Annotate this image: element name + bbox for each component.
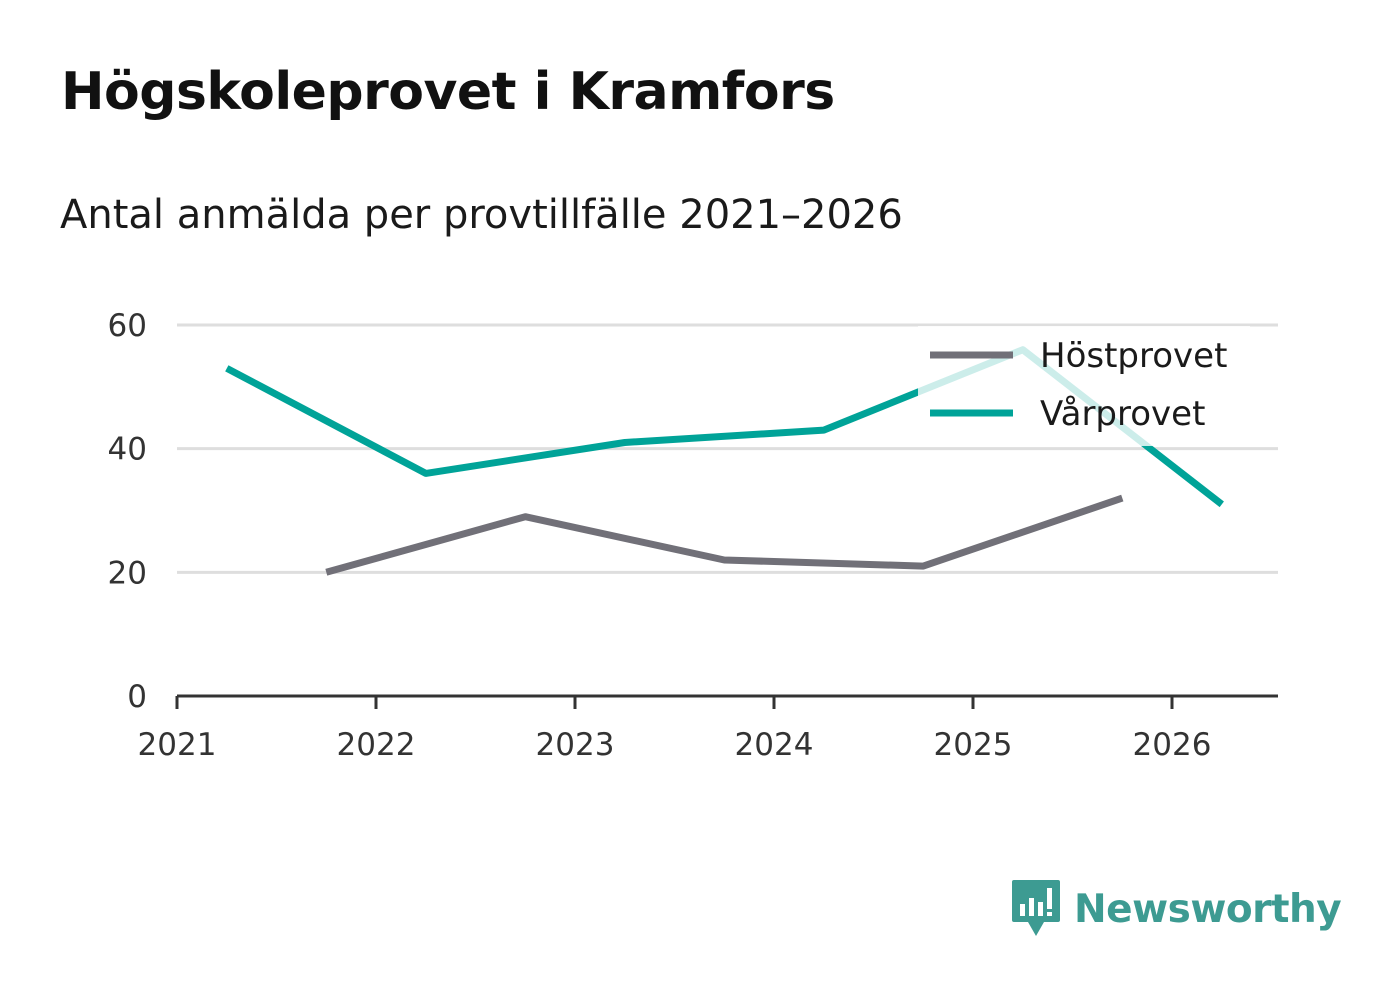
x-tick-label-2026: 2026 (1133, 727, 1212, 763)
chart-subtitle: Antal anmälda per provtillfälle 2021–202… (60, 192, 903, 238)
y-tick-label-0: 0 (127, 679, 147, 715)
grid-lines (177, 323, 1278, 574)
chart-title: Högskoleprovet i Kramfors (61, 62, 835, 122)
y-tick-label-40: 40 (108, 432, 147, 468)
x-tick-label-2021: 2021 (138, 727, 217, 763)
newsworthy-logo-icon (1012, 880, 1060, 936)
brand-logo: Newsworthy (1010, 878, 1342, 940)
x-tick-label-2022: 2022 (337, 727, 416, 763)
legend: Höstprovet Vårprovet (918, 326, 1250, 446)
legend-label-hostprovet: Höstprovet (1040, 336, 1227, 376)
y-tick-label-20: 20 (108, 555, 147, 591)
x-tick-label-2024: 2024 (735, 727, 814, 763)
legend-background (918, 326, 1250, 446)
legend-label-varprovet: Vårprovet (1040, 394, 1205, 434)
y-tick-label-60: 60 (108, 308, 147, 344)
series-line-hostprovet (325, 494, 1124, 576)
axes: 0 20 40 60 2021 2022 2023 2024 2025 2026 (108, 308, 1278, 763)
x-tick-label-2025: 2025 (934, 727, 1013, 763)
x-tick-label-2023: 2023 (536, 727, 615, 763)
brand-name: Newsworthy (1074, 886, 1342, 932)
